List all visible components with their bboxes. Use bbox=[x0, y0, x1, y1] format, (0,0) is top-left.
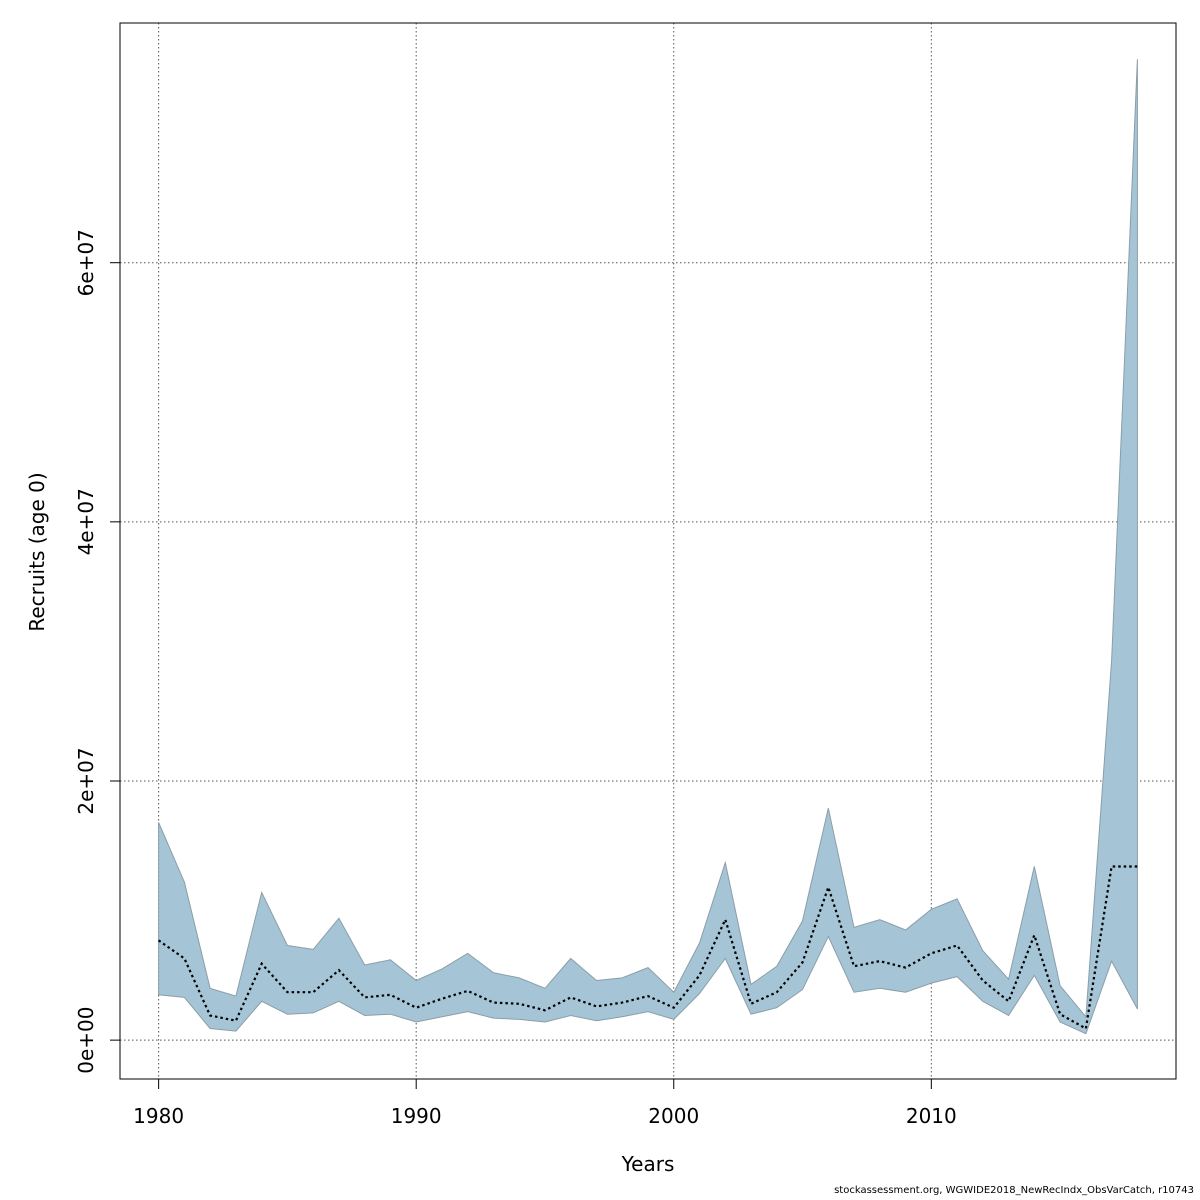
y-tick-label-2e+07: 2e+07 bbox=[74, 747, 98, 814]
confidence-band bbox=[158, 59, 1138, 1035]
y-tick-label-6e+07: 6e+07 bbox=[74, 229, 98, 296]
axes: 1980 1990 2000 2010 0e+00 2e+07 4e+07 6e+07 bbox=[74, 22, 1177, 1128]
x-tick-label-2010: 2010 bbox=[906, 1104, 957, 1128]
x-tick-label-2000: 2000 bbox=[648, 1104, 699, 1128]
source-footnote: stockassessment.org, WGWIDE2018_NewRecIn… bbox=[834, 1185, 1194, 1196]
x-tick-label-1980: 1980 bbox=[133, 1104, 184, 1128]
estimate-line bbox=[157, 865, 1138, 1031]
x-tick-label-1990: 1990 bbox=[391, 1104, 442, 1128]
y-tick-label-4e+07: 4e+07 bbox=[74, 488, 98, 555]
recruits-estimate-line bbox=[157, 865, 1138, 1031]
grid-lines bbox=[120, 23, 1176, 1079]
confidence-band-area bbox=[158, 59, 1138, 1035]
y-axis-title: Recruits (age 0) bbox=[25, 472, 49, 631]
y-tick-label-0e+00: 0e+00 bbox=[74, 1006, 98, 1073]
x-axis-title: Years bbox=[621, 1152, 675, 1176]
plot-frame bbox=[119, 22, 1177, 1080]
